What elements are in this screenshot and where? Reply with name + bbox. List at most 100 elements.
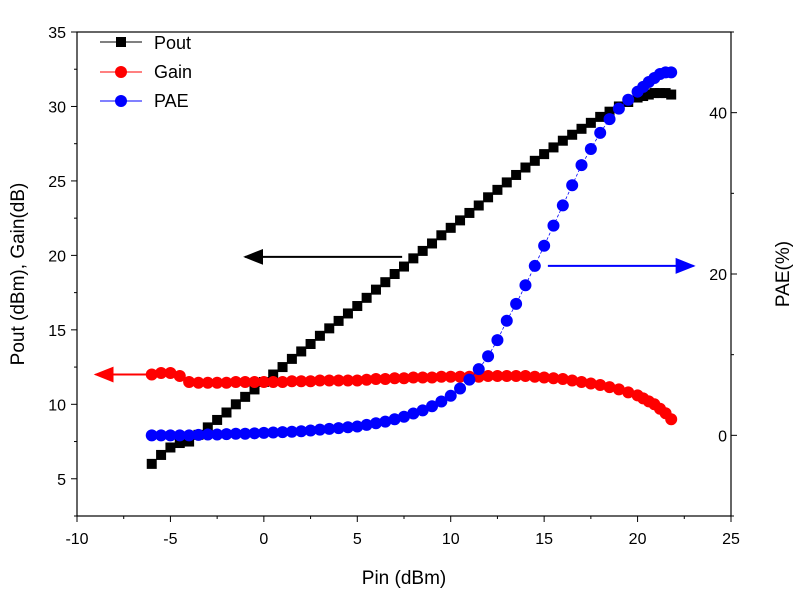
data-point	[388, 413, 401, 426]
data-point	[473, 200, 484, 211]
data-point	[304, 375, 317, 388]
data-point	[145, 368, 158, 381]
data-point	[666, 89, 677, 100]
data-point	[305, 338, 316, 349]
data-point	[529, 155, 540, 166]
data-point	[603, 381, 616, 394]
data-point	[426, 371, 439, 384]
data-point	[538, 371, 551, 384]
data-point	[649, 88, 660, 99]
data-point	[313, 423, 326, 436]
x-axis-title: Pin (dBm)	[362, 568, 446, 589]
x-tick-label: 25	[722, 531, 740, 548]
data-point	[211, 376, 224, 389]
data-point	[155, 429, 168, 442]
data-point	[249, 384, 260, 395]
data-point	[539, 149, 550, 160]
data-point	[612, 102, 625, 115]
data-point	[566, 179, 579, 192]
y2-axis-title: PAE(%)	[773, 241, 794, 307]
data-point	[407, 407, 420, 420]
data-point	[444, 370, 457, 383]
data-point	[444, 389, 457, 402]
data-point	[538, 239, 551, 252]
legend-marker-gain	[115, 66, 127, 78]
data-point	[435, 370, 448, 383]
data-point	[146, 458, 157, 469]
data-point	[380, 277, 391, 288]
data-point	[239, 375, 252, 388]
data-point	[510, 370, 523, 383]
legend-item-gain: Gain	[100, 62, 192, 82]
x-tick-label: 5	[353, 531, 362, 548]
y-tick-label: 30	[48, 99, 66, 116]
data-point	[416, 371, 429, 384]
data-point	[622, 93, 635, 106]
data-point	[501, 177, 512, 188]
legend-label-gain: Gain	[154, 62, 192, 82]
x-tick-label: 20	[629, 531, 647, 548]
data-point	[276, 375, 289, 388]
data-point	[220, 376, 233, 389]
data-point	[426, 400, 439, 413]
y2-tick-label: 40	[709, 106, 727, 123]
data-point	[510, 297, 523, 310]
data-point	[482, 370, 495, 383]
data-point	[361, 292, 372, 303]
data-point	[369, 372, 382, 385]
data-point	[472, 363, 485, 376]
x-tick-label: -10	[65, 531, 88, 548]
data-point	[427, 238, 438, 249]
data-point	[520, 162, 531, 173]
data-point	[173, 370, 186, 383]
data-point	[500, 370, 513, 383]
data-point	[638, 91, 649, 102]
data-point	[622, 386, 635, 399]
y-tick-label: 20	[48, 248, 66, 265]
data-point	[603, 113, 616, 126]
data-point	[341, 374, 354, 387]
data-point	[239, 427, 252, 440]
data-point	[483, 192, 494, 203]
data-point	[557, 135, 568, 146]
series-gain	[145, 367, 678, 426]
data-point	[183, 375, 196, 388]
data-point	[212, 414, 223, 425]
data-point	[276, 426, 289, 439]
data-point	[192, 428, 205, 441]
data-point	[156, 449, 167, 460]
data-point	[612, 383, 625, 396]
data-point	[528, 370, 541, 383]
data-point	[248, 427, 261, 440]
data-point	[145, 429, 158, 442]
data-point	[174, 438, 185, 449]
data-point	[492, 184, 503, 195]
x-tick-label: 10	[442, 531, 460, 548]
data-point	[268, 369, 279, 380]
data-point	[445, 222, 456, 233]
data-point	[585, 117, 596, 128]
data-point	[575, 159, 588, 172]
axes: -10 -5 0 5 10 15 20 25 5 10 15 20 25 30 35 0 20 40	[48, 25, 740, 548]
x-tick-label: 15	[535, 531, 553, 548]
data-point	[463, 373, 476, 386]
legend: Pout Gain PAE	[100, 33, 192, 111]
data-point	[584, 377, 597, 390]
data-point	[528, 259, 541, 272]
data-point	[341, 421, 354, 434]
data-point	[567, 129, 578, 140]
data-point	[165, 442, 176, 453]
data-point	[407, 371, 420, 384]
data-point	[491, 334, 504, 347]
data-point	[277, 362, 288, 373]
data-point	[454, 370, 467, 383]
data-point	[164, 429, 177, 442]
data-point	[313, 374, 326, 387]
data-point	[584, 142, 597, 155]
data-point	[547, 372, 560, 385]
x-tick-label: -5	[163, 531, 177, 548]
legend-item-pae: PAE	[100, 91, 189, 111]
data-point	[164, 367, 177, 380]
data-point	[221, 407, 232, 418]
data-point	[595, 111, 606, 122]
